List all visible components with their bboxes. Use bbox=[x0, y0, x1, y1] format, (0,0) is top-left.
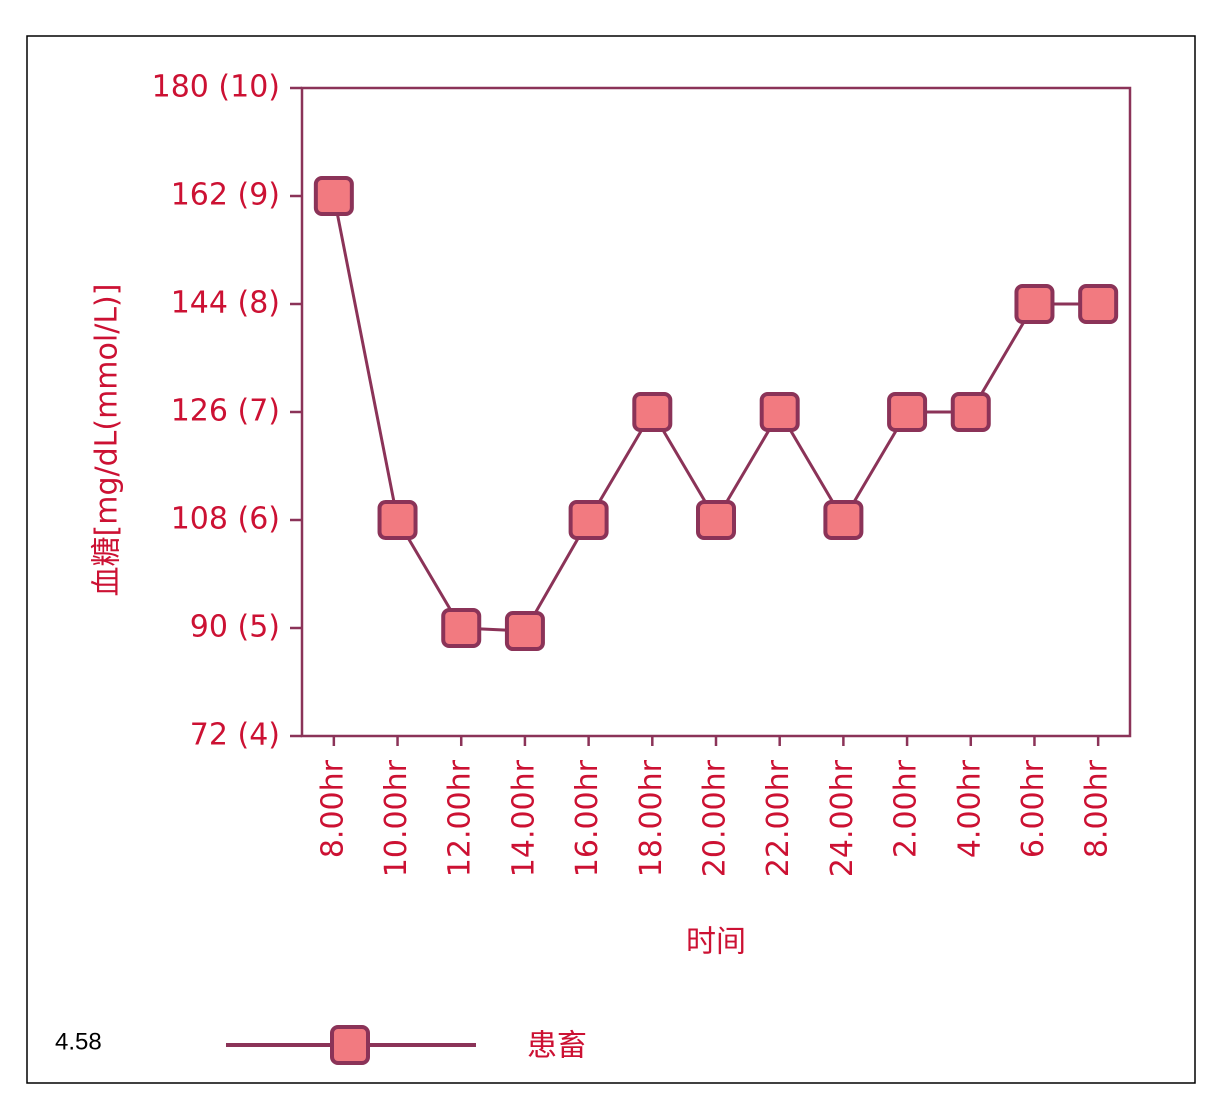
y-tick-label: 126 (7) bbox=[171, 394, 280, 429]
marker bbox=[759, 392, 800, 432]
marker bbox=[504, 611, 545, 651]
y-tick-label: 90 (5) bbox=[190, 610, 280, 645]
x-tick-label: 18.00hr bbox=[634, 759, 669, 877]
marker bbox=[696, 500, 736, 540]
marker bbox=[441, 608, 482, 648]
legend-label: 患畜 bbox=[527, 1029, 587, 1064]
marker bbox=[1078, 284, 1119, 324]
x-tick-label: 6.00hr bbox=[1016, 759, 1051, 858]
figure-label: 4.58 bbox=[55, 1028, 102, 1055]
x-tick-label: 14.00hr bbox=[506, 759, 541, 877]
x-tick-label: 12.00hr bbox=[443, 759, 478, 877]
marker bbox=[1014, 284, 1055, 324]
marker bbox=[823, 500, 864, 540]
y-tick-label: 180 (10) bbox=[152, 70, 280, 105]
marker bbox=[377, 500, 418, 540]
y-tick-label: 162 (9) bbox=[171, 178, 280, 213]
y-axis-label: 血糖[mg/dL(mmol/L)] bbox=[90, 284, 125, 597]
y-tick-label: 108 (6) bbox=[171, 502, 280, 537]
marker bbox=[313, 176, 354, 216]
x-tick-label: 4.00hr bbox=[952, 759, 987, 858]
x-tick-label: 2.00hr bbox=[889, 759, 924, 858]
x-tick-label: 24.00hr bbox=[825, 759, 860, 877]
x-tick-label: 8.00hr bbox=[1080, 759, 1115, 858]
x-tick-label: 16.00hr bbox=[570, 759, 605, 877]
marker bbox=[568, 500, 609, 540]
x-tick-label: 8.00hr bbox=[315, 759, 350, 858]
x-tick-label: 22.00hr bbox=[761, 759, 796, 877]
x-tick-label: 20.00hr bbox=[698, 759, 733, 877]
y-tick-label: 144 (8) bbox=[171, 286, 280, 321]
marker bbox=[632, 392, 673, 432]
marker bbox=[950, 392, 991, 432]
marker bbox=[330, 1025, 370, 1065]
x-tick-label: 10.00hr bbox=[379, 759, 414, 877]
y-tick-label: 72 (4) bbox=[190, 718, 280, 753]
plot-area bbox=[300, 86, 1132, 738]
marker bbox=[887, 392, 928, 432]
x-axis-label: 时间 bbox=[686, 925, 746, 960]
frame bbox=[26, 35, 1196, 1084]
